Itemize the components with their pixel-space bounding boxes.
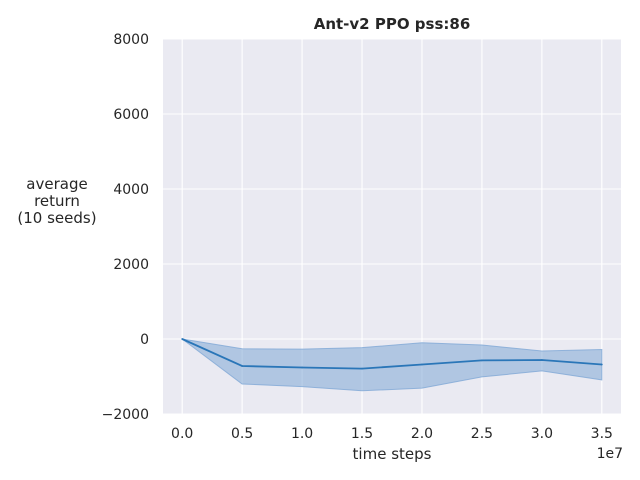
grid	[163, 38, 621, 415]
data-point	[241, 365, 244, 367]
x-tick-label: 1.5	[351, 426, 373, 442]
x-tick-labels: 0.0 0.5 1.0 1.5 2.0 2.5 3.0 3.5	[171, 426, 613, 442]
y-axis-label-line: average	[26, 175, 87, 193]
x-tick-label: 3.5	[591, 426, 613, 442]
data-point	[181, 338, 184, 340]
x-axis-offset-label: 1e7	[597, 446, 623, 462]
y-tick-label: 0	[140, 332, 149, 348]
data-point	[540, 359, 543, 361]
x-tick-label: 2.0	[411, 426, 433, 442]
x-tick-label: 2.5	[471, 426, 493, 442]
data-point	[421, 363, 423, 366]
y-axis-label: average return (10 seeds)	[17, 175, 96, 227]
data-point	[361, 367, 363, 370]
x-tick-label: 0.5	[231, 426, 253, 442]
y-tick-label: 2000	[113, 257, 149, 273]
y-axis-label-line: (10 seeds)	[17, 209, 96, 227]
series-marks	[181, 338, 603, 392]
chart-title: Ant-v2 PPO pss:86	[314, 15, 471, 33]
y-tick-label: −2000	[102, 407, 149, 423]
x-tick-label: 1.0	[291, 426, 313, 442]
y-tick-label: 4000	[113, 182, 149, 198]
x-tick-label: 0.0	[171, 426, 193, 442]
y-tick-labels: −2000 0 2000 4000 6000 8000	[102, 32, 149, 423]
data-point	[600, 363, 603, 366]
y-tick-label: 6000	[113, 107, 149, 123]
y-axis-label-line: return	[34, 192, 80, 210]
y-tick-label: 8000	[113, 32, 149, 48]
x-tick-label: 3.0	[531, 426, 553, 442]
data-point	[481, 359, 483, 362]
series-line	[181, 338, 602, 370]
x-axis-label: time steps	[353, 445, 432, 463]
data-point	[301, 366, 303, 369]
